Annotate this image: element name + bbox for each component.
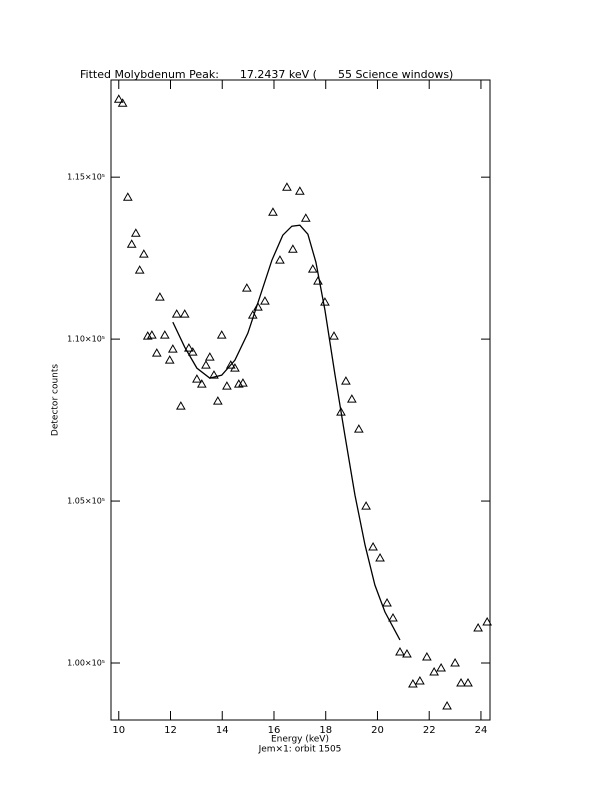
data-point bbox=[294, 186, 305, 195]
data-point bbox=[275, 255, 285, 264]
data-point bbox=[147, 330, 157, 339]
y-axis-label: Detector counts bbox=[51, 364, 61, 436]
y-tick-label: 1.10×10⁵ bbox=[67, 335, 105, 344]
x-tick-label: 24 bbox=[475, 725, 488, 736]
data-point bbox=[456, 677, 466, 687]
data-point bbox=[187, 347, 198, 356]
data-point bbox=[353, 424, 364, 433]
data-point bbox=[329, 331, 339, 340]
data-point bbox=[415, 675, 425, 685]
data-point bbox=[450, 657, 460, 667]
x-tick-label: 12 bbox=[164, 725, 177, 736]
data-point bbox=[382, 598, 392, 607]
data-point bbox=[368, 542, 378, 551]
data-point bbox=[375, 553, 385, 562]
data-point bbox=[402, 648, 412, 658]
data-point bbox=[463, 677, 473, 687]
data-point bbox=[134, 265, 145, 274]
data-point bbox=[167, 344, 178, 353]
data-point bbox=[442, 700, 452, 710]
data-point bbox=[346, 394, 357, 403]
data-point bbox=[192, 374, 202, 383]
data-point bbox=[388, 613, 398, 622]
x-tick-label: 16 bbox=[268, 725, 281, 736]
data-point bbox=[422, 651, 432, 661]
data-point bbox=[155, 292, 165, 301]
y-tick-label: 1.00×10⁵ bbox=[67, 658, 105, 667]
x-tick-label: 20 bbox=[371, 725, 384, 736]
data-point bbox=[130, 228, 141, 237]
data-point bbox=[238, 378, 248, 387]
data-point bbox=[300, 213, 311, 222]
data-point bbox=[361, 501, 371, 510]
data-point bbox=[320, 297, 330, 306]
x-tick-label: 18 bbox=[319, 725, 332, 736]
data-point bbox=[260, 296, 270, 305]
data-point bbox=[122, 192, 133, 201]
data-point bbox=[268, 207, 278, 216]
x-axis-label: Energy (keV) bbox=[271, 735, 329, 745]
data-point bbox=[222, 381, 232, 390]
data-point bbox=[473, 623, 483, 632]
data-point bbox=[482, 617, 493, 626]
x-tick-label: 22 bbox=[423, 725, 436, 736]
data-point bbox=[204, 352, 215, 361]
data-point bbox=[341, 376, 351, 385]
x-tick-label: 14 bbox=[216, 725, 229, 736]
data-point bbox=[212, 396, 223, 405]
data-point bbox=[184, 343, 194, 352]
chart-title: Fitted Molybdenum Peak: 17.2437 keV ( 55… bbox=[80, 68, 453, 81]
data-point bbox=[151, 348, 162, 357]
data-point bbox=[171, 309, 182, 318]
data-point bbox=[307, 264, 318, 273]
data-point bbox=[159, 330, 170, 339]
data-point bbox=[196, 379, 207, 388]
data-point bbox=[408, 678, 418, 688]
data-point bbox=[179, 309, 190, 318]
plot-frame bbox=[110, 79, 491, 721]
chart-subtitle: Jem×1: orbit 1505 bbox=[258, 745, 342, 755]
data-point bbox=[201, 360, 211, 369]
data-point bbox=[113, 94, 124, 103]
data-point bbox=[138, 249, 149, 258]
data-point bbox=[175, 401, 186, 410]
fit-line bbox=[172, 224, 401, 641]
data-point bbox=[436, 662, 446, 672]
data-point bbox=[241, 283, 252, 292]
data-point bbox=[230, 363, 240, 372]
y-tick-label: 1.15×10⁵ bbox=[67, 173, 105, 182]
data-point bbox=[313, 276, 323, 285]
data-point bbox=[216, 330, 227, 339]
x-tick-label: 10 bbox=[112, 725, 125, 736]
data-point bbox=[225, 360, 236, 369]
data-point bbox=[288, 244, 298, 253]
data-point bbox=[282, 182, 292, 191]
data-point bbox=[126, 239, 137, 248]
data-point bbox=[209, 370, 219, 379]
data-point bbox=[395, 647, 405, 656]
data-point bbox=[117, 98, 128, 107]
y-tick-label: 1.05×10⁵ bbox=[67, 497, 105, 506]
data-point bbox=[164, 355, 175, 364]
data-point bbox=[429, 666, 439, 676]
